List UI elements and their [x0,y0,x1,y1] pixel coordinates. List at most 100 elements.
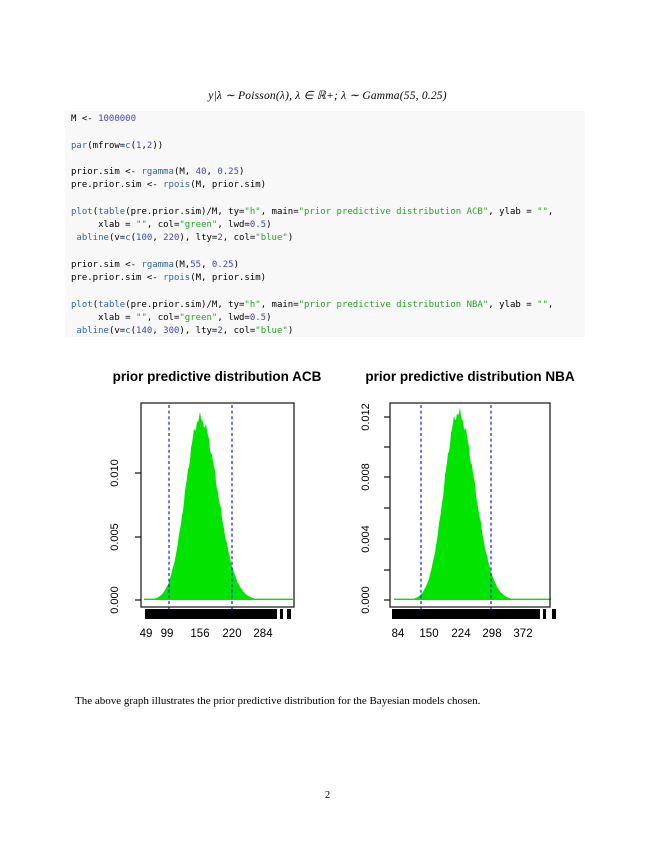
code-token: "prior predictive distribution ACB" [298,206,489,217]
code-token: (pre.prior.sim)/M, ty= [125,299,245,310]
code-token: prior.sim <- [71,259,142,270]
code-token: , [201,259,212,270]
code-token: "green" [179,312,218,323]
acb-plot: prior predictive distribution ACB 0.000 0.… [109,369,322,640]
y-tick-label: 0.005 [109,523,121,551]
code-token: 55 [190,259,202,270]
code-token: , [141,140,147,151]
page-number: 2 [324,790,331,801]
code-token: ) [287,233,294,244]
code-token: , col= [146,220,180,230]
code-token: , col= [146,312,180,323]
r-code-block: M <- 1000000 par(mfrow=c(1,2)) prior.sim… [65,111,585,337]
x-tick-label: 99 [161,628,174,640]
plot-title: prior predictive distribution NBA [365,369,575,384]
code-token: 220 [163,233,180,244]
code-token: , ylab = [488,206,538,217]
x-tick-label: 84 [392,628,405,640]
code-token: "" [136,312,147,323]
plot-box [140,402,295,608]
code-token: (M, [173,167,196,177]
code-token: 2 [146,140,153,151]
x-tick-rug [543,609,546,619]
code-token: xlab = [71,312,137,323]
code-token: plot [71,299,93,310]
code-token: ) [266,312,272,323]
code-token: pre.prior.sim <- [71,180,164,191]
code-token: 0.25 [211,259,234,270]
code-token: , lwd= [217,220,250,230]
plot-title: prior predictive distribution ACB [113,369,322,384]
code-token: rpois [163,180,191,191]
y-tick-label: 0.000 [109,586,121,614]
code-token: rpois [163,273,191,283]
code-token: , [152,233,164,244]
code-token: , col= [222,326,256,336]
code-token: pre.prior.sim <- [71,273,164,283]
code-token: , ylab = [488,299,538,310]
code-token: , [547,299,554,310]
nba-plot: prior predictive distribution NBA 0.000 0.… [360,369,575,640]
code-token: "" [537,299,548,310]
code-token: ( [130,140,137,151]
x-tick-label: 224 [451,628,471,640]
code-token: ) [239,167,245,177]
x-tick-label: 150 [419,628,438,640]
code-token: (mfrow= [87,140,126,151]
code-token: "" [537,206,548,217]
code-token: , col= [222,233,256,244]
code-token: , [206,167,218,177]
code-token: (pre.prior.sim)/M, ty= [125,206,245,217]
x-tick-label: 372 [513,628,532,640]
code-token: c [125,326,131,336]
code-token: ) [266,220,272,230]
code-token: "h" [244,206,261,217]
code-token: abline [76,233,109,244]
code-token: 40 [195,167,207,177]
code-token: 1000000 [98,114,137,124]
code-token: ( [130,326,137,336]
code-token: par [71,140,88,151]
code-token: (M, prior.sim) [190,180,267,191]
code-token: 0.25 [217,167,240,177]
code-token: 300 [163,326,180,336]
x-tick-label: 284 [253,628,273,640]
density-curve [144,411,293,600]
code-token: , [547,206,554,217]
y-tick-label: 0.010 [109,459,121,487]
plot-box [389,402,551,608]
figure-caption: The above graph illustrates the prior pr… [75,695,481,707]
code-token: (M, [173,259,191,270]
code-token: ) [233,259,240,270]
code-token: 2 [217,326,223,336]
y-tick-label: 0.000 [360,586,372,614]
code-token: c [125,233,131,244]
code-token: ( [130,233,137,244]
code-token: 0.5 [249,220,267,230]
code-token: "h" [244,299,261,310]
code-token: 100 [136,233,153,244]
code-token: 140 [136,326,153,336]
code-token: , main= [260,206,299,217]
code-token: ), lty= [179,233,218,244]
code-token: M <- [71,114,99,124]
x-tick-rug [392,609,540,619]
code-token: , [152,326,164,336]
code-token: prior.sim <- [71,167,142,177]
x-tick-label: 49 [140,628,153,640]
code-token: )) [152,140,164,151]
code-token: ( [92,206,99,217]
code-token: table [98,299,126,310]
code-token: ), lty= [179,326,218,336]
x-tick-rug [552,609,556,619]
x-tick-label: 156 [190,628,209,640]
code-token: 0.5 [249,312,267,323]
code-token: "green" [179,220,218,230]
code-token: "prior predictive distribution NBA" [298,299,489,310]
code-token: table [98,206,126,217]
code-token: ) [287,326,294,336]
code-token: xlab = [71,220,137,230]
code-token: , lwd= [217,312,250,323]
code-token: 1 [136,140,142,151]
